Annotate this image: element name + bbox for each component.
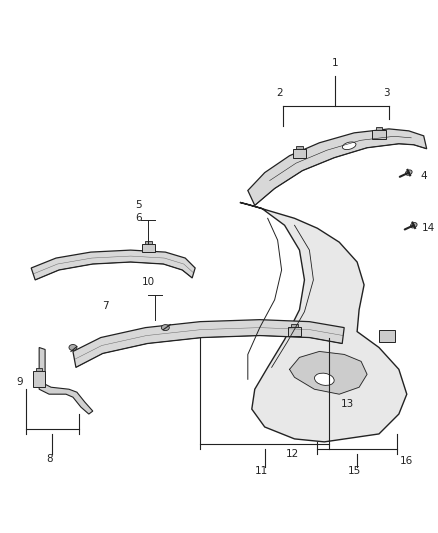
Text: 3: 3 (384, 88, 390, 98)
Bar (36, 368, 42, 372)
Bar (142, 244, 155, 252)
Text: 4: 4 (420, 171, 427, 181)
Ellipse shape (161, 325, 170, 330)
Text: 11: 11 (255, 466, 268, 475)
Bar (145, 241, 152, 244)
Text: 12: 12 (286, 449, 299, 459)
Text: 2: 2 (276, 88, 283, 98)
Text: 9: 9 (16, 377, 23, 387)
Text: 15: 15 (347, 466, 361, 475)
Text: 13: 13 (341, 399, 354, 409)
Ellipse shape (69, 344, 77, 351)
Text: 6: 6 (135, 213, 142, 223)
Polygon shape (240, 203, 407, 442)
Ellipse shape (343, 142, 356, 150)
Text: 1: 1 (332, 58, 339, 68)
Text: 7: 7 (102, 301, 109, 311)
Bar (293, 149, 307, 158)
Polygon shape (39, 348, 93, 414)
Text: 8: 8 (46, 454, 53, 464)
Ellipse shape (314, 373, 334, 385)
Bar (372, 131, 386, 139)
Polygon shape (73, 320, 344, 367)
Text: 16: 16 (400, 456, 413, 466)
Text: 10: 10 (142, 277, 155, 287)
Bar (375, 127, 382, 131)
Text: 14: 14 (422, 223, 435, 233)
Bar (33, 372, 45, 387)
Ellipse shape (410, 223, 417, 228)
Bar (296, 146, 303, 149)
Polygon shape (248, 129, 427, 205)
Bar (291, 324, 298, 327)
Polygon shape (31, 250, 195, 280)
Polygon shape (290, 351, 367, 394)
Text: 5: 5 (135, 200, 142, 211)
Bar (379, 329, 395, 342)
Bar (288, 327, 301, 336)
Ellipse shape (406, 170, 412, 175)
